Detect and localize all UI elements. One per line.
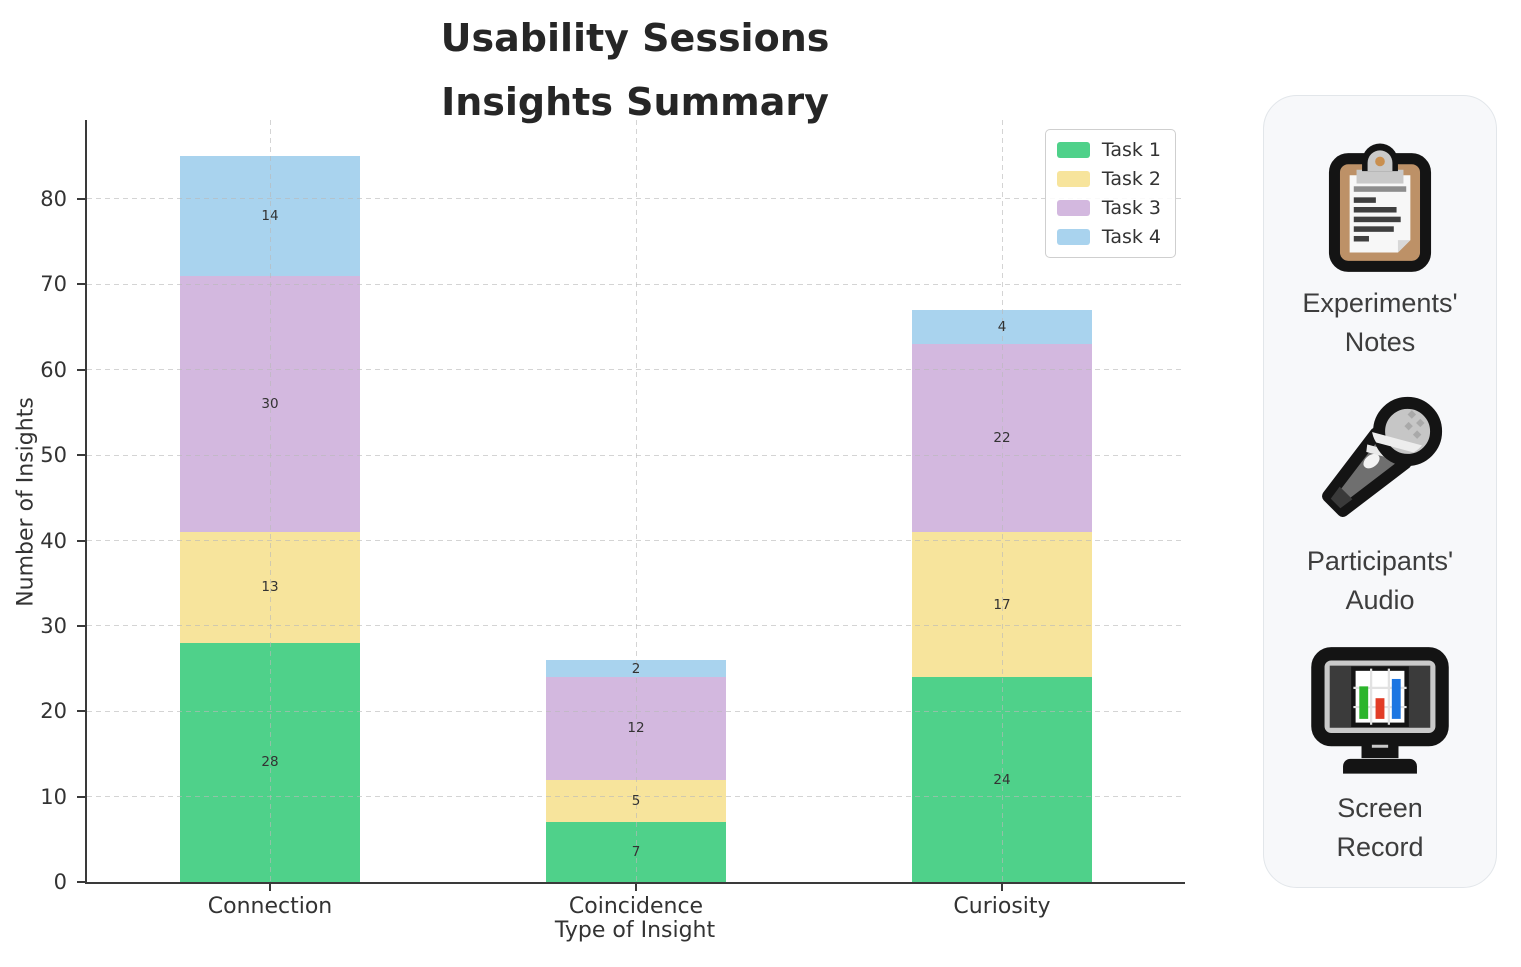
- microphone-icon: [1305, 384, 1455, 534]
- bar-value-label: 5: [631, 792, 641, 809]
- legend-swatch: [1056, 229, 1090, 245]
- bar-segment: 24: [912, 677, 1092, 882]
- sidebar-item-label: Experiments' Notes: [1302, 288, 1458, 357]
- bar-segment: 30: [180, 275, 360, 532]
- bar-value-label: 28: [261, 754, 279, 771]
- y-tick-mark: [77, 454, 86, 457]
- y-tick-label: 10: [40, 784, 67, 809]
- bar-segment: 12: [546, 677, 726, 780]
- y-tick-mark: [77, 795, 86, 798]
- y-tick-label: 80: [40, 186, 67, 211]
- y-axis-label: Number of Insights: [13, 397, 39, 607]
- bar-value-label: 14: [261, 208, 279, 225]
- bar-value-label: 12: [627, 720, 645, 737]
- chart-title: Usability Sessions Insights Summary: [85, 6, 1185, 134]
- y-tick-mark: [77, 283, 86, 286]
- legend-swatch: [1056, 171, 1090, 187]
- bar-segment: 2: [546, 660, 726, 678]
- x-tick-mark: [269, 882, 271, 891]
- x-tick-label: Connection: [207, 894, 333, 919]
- legend-label: Task 4: [1101, 226, 1161, 248]
- bar-value-label: 22: [993, 430, 1011, 447]
- usability-insights-chart: Usability Sessions Insights Summary Numb…: [13, 6, 1185, 943]
- clipboard-icon: [1311, 138, 1449, 276]
- chart-title-text: Usability Sessions Insights Summary: [440, 16, 830, 124]
- monitor-chart-icon: [1306, 642, 1454, 781]
- y-tick-label: 40: [40, 528, 67, 553]
- bar-value-label: 7: [631, 844, 641, 861]
- bar-segment: 4: [912, 309, 1092, 345]
- sidebar-item-screen-record[interactable]: Screen Record: [1280, 642, 1480, 867]
- sidebar-item-participants-audio[interactable]: Participants' Audio: [1280, 384, 1480, 620]
- sidebar-item-experiments-notes[interactable]: Experiments' Notes: [1280, 138, 1480, 362]
- legend-item: Task 4: [1056, 226, 1161, 248]
- x-tick-label: Coincidence: [568, 894, 704, 919]
- x-axis-label: Type of Insight: [554, 918, 716, 943]
- y-tick-label: 50: [40, 443, 67, 468]
- y-tick-label: 30: [40, 613, 67, 638]
- bar-segment: 17: [912, 531, 1092, 678]
- legend-label: Task 2: [1101, 168, 1161, 190]
- bar-value-label: 4: [997, 319, 1007, 336]
- y-tick-label: 0: [53, 870, 67, 894]
- bar-segment: 28: [180, 642, 360, 882]
- y-tick-label: 20: [40, 699, 67, 724]
- y-tick-mark: [77, 710, 86, 713]
- y-tick-mark: [77, 624, 86, 627]
- legend-swatch: [1056, 142, 1090, 158]
- x-tick-mark: [635, 882, 637, 891]
- bar-segment: 14: [180, 156, 360, 276]
- legend-label: Task 1: [1101, 139, 1161, 161]
- bar-segment: 5: [546, 779, 726, 823]
- bar-value-label: 17: [993, 596, 1011, 613]
- bar-segment: 13: [180, 531, 360, 643]
- legend: Task 1 Task 2 Task 3 Task 4: [1044, 129, 1176, 258]
- legend-swatch: [1056, 200, 1090, 216]
- bar-segment: 7: [546, 822, 726, 882]
- legend-item: Task 3: [1056, 197, 1161, 219]
- y-tick-label: 70: [40, 272, 67, 297]
- x-tick-mark: [1001, 882, 1003, 891]
- bar-value-label: 13: [261, 579, 279, 596]
- y-tick-mark: [77, 197, 86, 200]
- bar-value-label: 2: [631, 660, 641, 677]
- y-tick-mark: [77, 368, 86, 371]
- sidebar-item-label: Participants' Audio: [1306, 546, 1454, 615]
- sidebar-item-label: Screen Record: [1336, 793, 1424, 862]
- bar-value-label: 30: [261, 395, 279, 412]
- legend-label: Task 3: [1101, 197, 1161, 219]
- y-tick-mark: [77, 539, 86, 542]
- x-tick-label: Curiosity: [953, 894, 1051, 919]
- legend-item: Task 1: [1056, 139, 1161, 161]
- legend-item: Task 2: [1056, 168, 1161, 190]
- plot-area: 28 13 30 14 7 5 12 2 24 17 22 4 0 10 20 30 40 50 60 70 80 Co…: [40, 120, 1185, 919]
- y-tick-label: 60: [40, 357, 67, 382]
- y-tick-mark: [77, 881, 86, 883]
- bar-segment: 22: [912, 344, 1092, 532]
- bar-value-label: 24: [993, 771, 1011, 788]
- sidebar-panel: Experiments' Notes: [1263, 95, 1497, 888]
